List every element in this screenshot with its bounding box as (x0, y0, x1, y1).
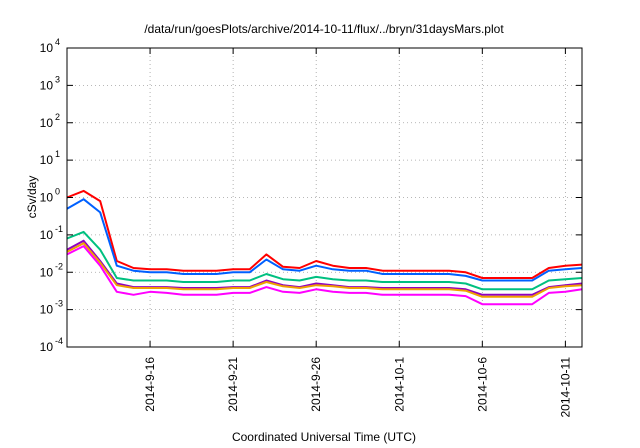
y-tick-exponent: 0 (55, 187, 60, 197)
x-tick-label: 2014-9-21 (226, 357, 240, 412)
y-tick-label: 10 (40, 191, 54, 205)
y-tick-label: 10 (40, 116, 54, 130)
y-tick-label: 10 (40, 41, 54, 55)
series-line (66, 245, 583, 306)
y-tick-exponent: -4 (55, 336, 63, 346)
x-tick-label: 2014-10-11 (558, 357, 572, 418)
y-tick-exponent: -3 (55, 299, 63, 309)
x-tick-label: 2014-10-6 (475, 357, 489, 412)
y-tick-label: 10 (40, 78, 54, 92)
x-tick-label: 2014-9-26 (309, 357, 323, 412)
x-tick-label: 2014-10-1 (392, 357, 406, 412)
y-tick-exponent: 3 (55, 74, 60, 84)
series-layer (66, 189, 583, 306)
y-tick-label: 10 (40, 153, 54, 167)
x-tick-label: 2014-9-16 (143, 357, 157, 412)
series-line (66, 198, 583, 282)
y-axis-label: cSv/day (25, 176, 39, 219)
y-tick-label: 10 (40, 303, 54, 317)
y-tick-exponent: -1 (55, 224, 63, 234)
y-tick-label: 10 (40, 228, 54, 242)
y-tick-exponent: 1 (55, 149, 60, 159)
y-tick-exponent: 2 (55, 112, 60, 122)
series-line (66, 189, 583, 279)
x-axis-label: Coordinated Universal Time (UTC) (232, 430, 416, 444)
series-line (66, 230, 583, 291)
y-tick-label: 10 (40, 265, 54, 279)
x-ticks: 2014-9-16 2014-9-21 2014-9-26 2014-10-1 2014… (143, 48, 572, 418)
chart-title: /data/run/goesPlots/archive/2014-10-11/f… (144, 22, 504, 36)
y-tick-exponent: 4 (55, 37, 60, 47)
y-tick-label: 10 (40, 340, 54, 354)
y-tick-exponent: -2 (55, 261, 63, 271)
series-line (66, 242, 583, 298)
